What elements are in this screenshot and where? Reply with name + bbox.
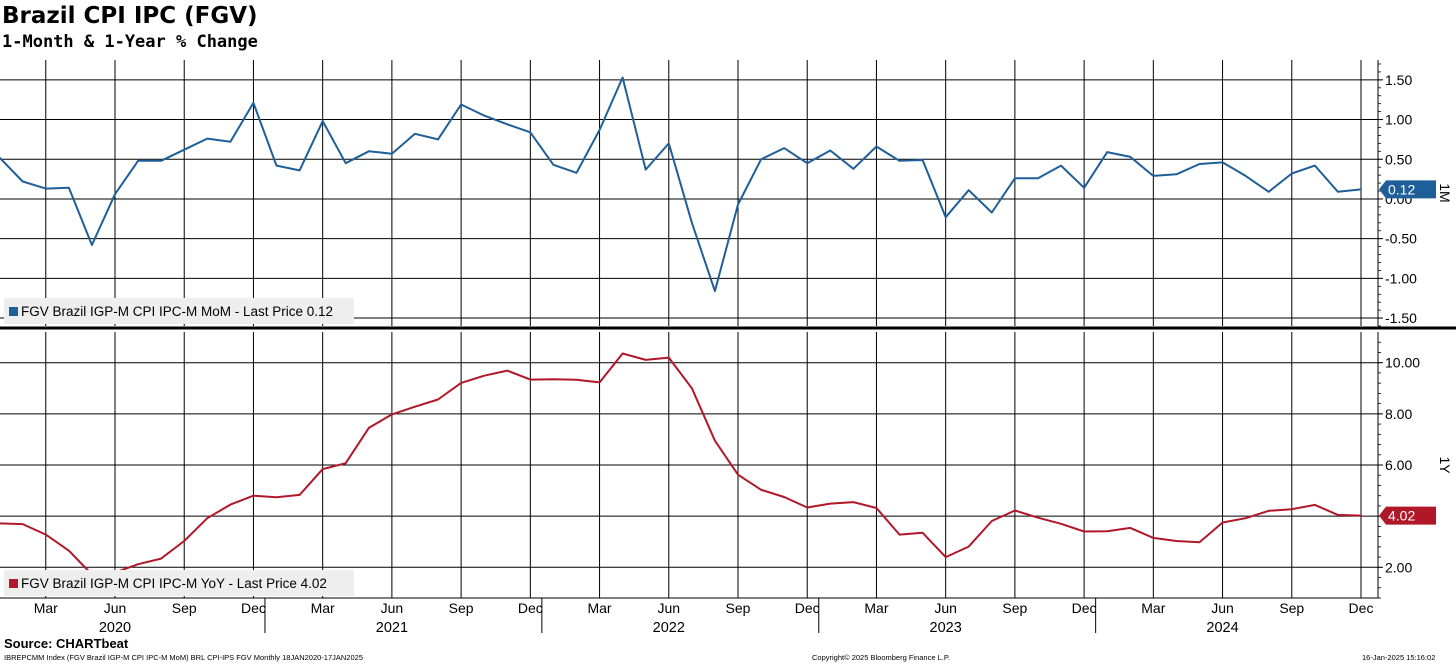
x-tick-label: Sep <box>449 600 474 616</box>
last-value-tag: 4.02 <box>1379 506 1436 525</box>
x-tick-label: Dec <box>795 600 820 616</box>
x-tick-label: Sep <box>172 600 197 616</box>
series-lines <box>0 76 1362 576</box>
x-tick-label: Mar <box>864 600 888 616</box>
y-tick-label: 8.00 <box>1385 406 1412 422</box>
chart-subtitle: 1-Month & 1-Year % Change <box>2 32 258 52</box>
panel-label: 1Y <box>1437 456 1453 474</box>
last-value-tag-bg <box>1379 180 1436 199</box>
x-tick-label: Mar <box>34 600 58 616</box>
x-tick-label: Jun <box>104 600 127 616</box>
x-tick-label: Sep <box>1279 600 1304 616</box>
x-year-label: 2023 <box>930 620 962 636</box>
mom-series-line <box>0 76 1362 293</box>
legend-swatch <box>9 579 18 588</box>
x-year-label: 2024 <box>1206 620 1238 636</box>
footer-center: Copyright© 2025 Bloomberg Finance L.P. <box>812 653 950 662</box>
y-tick-label: -0.50 <box>1385 231 1417 247</box>
x-tick-label: Jun <box>1211 600 1234 616</box>
last-value-label: 4.02 <box>1388 508 1415 524</box>
legend: FGV Brazil IGP-M CPI IPC-M MoM - Last Pr… <box>4 298 354 324</box>
last-value-tag-bg <box>1379 506 1436 525</box>
x-tick-label: Sep <box>726 600 751 616</box>
y-tick-label: -1.50 <box>1385 310 1417 326</box>
x-tick-label: Jun <box>934 600 957 616</box>
x-tick-label: Jun <box>381 600 404 616</box>
x-tick-label: Mar <box>1141 600 1165 616</box>
x-tick-label: Dec <box>518 600 543 616</box>
x-year-label: 2021 <box>376 620 408 636</box>
y-tick-label: -1.00 <box>1385 270 1417 286</box>
legend-swatch <box>9 307 18 316</box>
footer-right: 16-Jan-2025 15:16:02 <box>1362 653 1436 662</box>
y-tick-label: 0.50 <box>1385 151 1412 167</box>
source-note: Source: CHARTbeat <box>4 636 129 651</box>
x-tick-label: Dec <box>1349 600 1374 616</box>
x-tick-label: Jun <box>657 600 680 616</box>
legend-bg <box>4 570 354 596</box>
x-tick-label: Sep <box>1002 600 1027 616</box>
y-tick-label: 2.00 <box>1385 559 1412 575</box>
x-tick-label: Mar <box>587 600 611 616</box>
legend-label: FGV Brazil IGP-M CPI IPC-M MoM - Last Pr… <box>21 304 333 319</box>
legend: FGV Brazil IGP-M CPI IPC-M YoY - Last Pr… <box>4 570 354 596</box>
last-value-tag: 0.12 <box>1379 180 1436 199</box>
axes <box>0 60 1456 633</box>
panel-label: 1M <box>1437 183 1453 202</box>
footer-left: IBREPCMM Index (FGV Brazil IGP-M CPI IPC… <box>4 653 363 662</box>
x-year-label: 2022 <box>653 620 685 636</box>
y-tick-label: 1.50 <box>1385 72 1412 88</box>
y-tick-label: 10.00 <box>1385 355 1420 371</box>
x-tick-label: Dec <box>1072 600 1097 616</box>
y-tick-label: 1.00 <box>1385 112 1412 128</box>
y-tick-label: 6.00 <box>1385 457 1412 473</box>
grid-lines <box>0 60 1378 598</box>
yoy-series-line <box>0 352 1362 576</box>
legend-label: FGV Brazil IGP-M CPI IPC-M YoY - Last Pr… <box>21 576 327 591</box>
last-value-label: 0.12 <box>1388 181 1415 197</box>
chart-title: Brazil CPI IPC (FGV) <box>2 3 258 29</box>
legend-bg <box>4 298 354 324</box>
x-tick-label: Mar <box>311 600 335 616</box>
x-tick-label: Dec <box>241 600 266 616</box>
axis-labels: 1.501.000.500.00-0.50-1.00-1.500.12 1MFGV… <box>4 72 1453 636</box>
x-year-label: 2020 <box>99 620 131 636</box>
